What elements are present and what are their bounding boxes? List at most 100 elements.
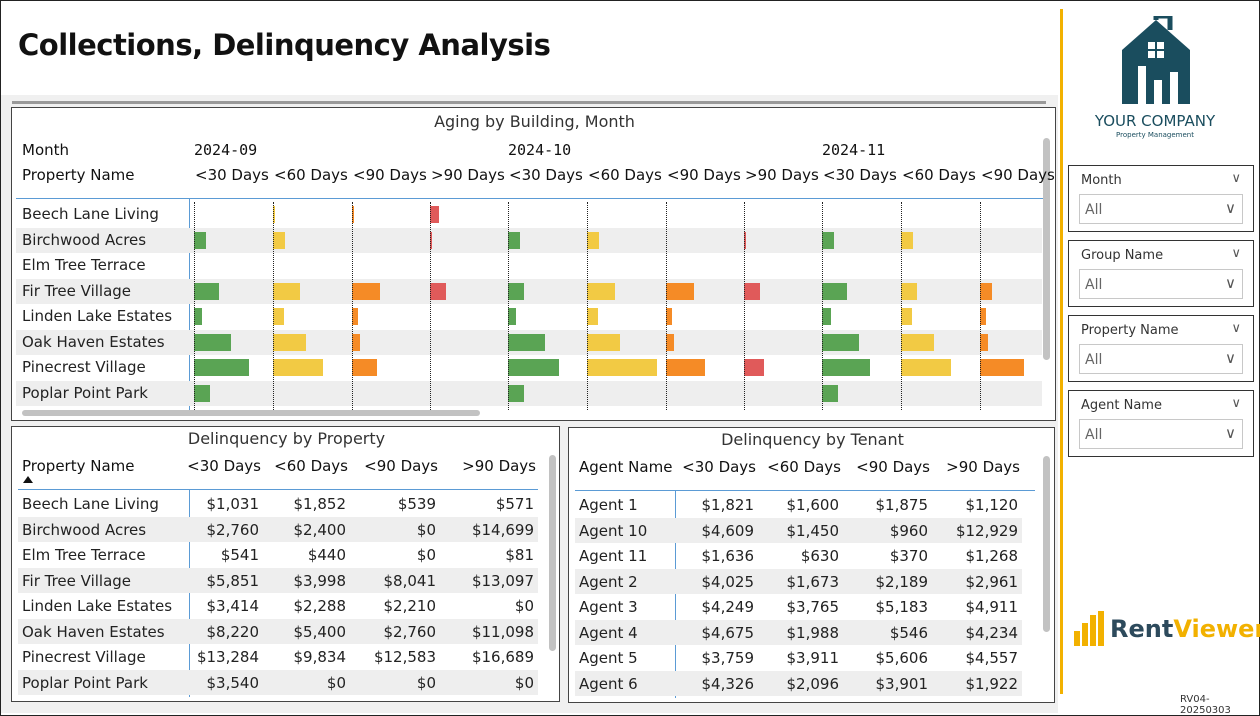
aging-bar[interactable] (822, 231, 834, 249)
aging-bar[interactable] (352, 308, 358, 325)
aging-row-label[interactable]: Fir Tree Village (22, 281, 132, 300)
aging-bar[interactable] (508, 384, 524, 402)
chevron-down-icon[interactable]: ∨ (1231, 321, 1241, 336)
delinquency-property-column-header[interactable]: >90 Days (462, 457, 536, 475)
group-name-slicer[interactable]: Group Name ∨ All ∨ (1068, 240, 1254, 307)
delinquency-tenant-row-label[interactable]: Agent 11 (579, 547, 648, 565)
aging-bar[interactable] (273, 308, 284, 325)
aging-bar[interactable] (508, 333, 545, 351)
aging-bar[interactable] (901, 333, 934, 351)
aging-bar[interactable] (273, 333, 306, 351)
aging-bar[interactable] (587, 231, 599, 249)
delinquency-property-column-header[interactable]: <30 Days (187, 457, 261, 475)
delinquency-property-row-label[interactable]: Pinecrest Village (22, 648, 146, 666)
aging-bar[interactable] (822, 282, 847, 300)
aging-bar[interactable] (430, 206, 439, 223)
aging-bar[interactable] (508, 308, 516, 325)
delinquency-tenant-column-header[interactable]: <30 Days (682, 458, 756, 476)
aging-bucket-header[interactable]: <90 Days (981, 166, 1055, 184)
aging-bar[interactable] (744, 231, 746, 249)
aging-bucket-header[interactable]: <30 Days (823, 166, 897, 184)
chevron-down-icon[interactable]: ∨ (1225, 199, 1236, 217)
property-name-slicer[interactable]: Property Name ∨ All ∨ (1068, 315, 1254, 382)
delinquency-by-property-table[interactable]: Delinquency by Property Property Name <30… (11, 426, 560, 702)
aging-bar[interactable] (980, 308, 986, 325)
aging-row-label[interactable]: Beech Lane Living (22, 205, 159, 223)
aging-row-label[interactable]: Linden Lake Estates (22, 307, 173, 325)
delinquency-tenant-column-header[interactable]: Agent Name (579, 458, 673, 476)
aging-bar[interactable] (744, 282, 760, 300)
chevron-down-icon[interactable]: ∨ (1231, 396, 1241, 411)
delinquency-property-row-label[interactable]: Oak Haven Estates (22, 622, 165, 641)
delinquency-property-row-label[interactable]: Birchwood Acres (22, 520, 147, 539)
delinquency-tenant-row-label[interactable]: Agent 2 (579, 572, 638, 591)
aging-bucket-header[interactable]: >90 Days (431, 166, 505, 184)
aging-bar[interactable] (666, 308, 672, 325)
aging-bar[interactable] (901, 231, 913, 249)
aging-bucket-header[interactable]: <60 Days (588, 166, 662, 184)
delinquency-property-row-label[interactable]: Beech Lane Living (22, 495, 159, 513)
aging-bucket-header[interactable]: <90 Days (353, 166, 427, 184)
aging-by-building-matrix[interactable]: Aging by Building, Month Month Property … (11, 107, 1056, 421)
aging-bar[interactable] (901, 359, 951, 376)
aging-row-label[interactable]: Poplar Point Park (22, 383, 148, 402)
aging-bar[interactable] (587, 308, 598, 325)
aging-bar[interactable] (273, 231, 285, 249)
aging-bar[interactable] (273, 206, 275, 223)
delinquency-tenant-row-label[interactable]: Agent 10 (579, 521, 648, 540)
aging-bar[interactable] (980, 359, 1024, 376)
chevron-down-icon[interactable]: ∨ (1225, 274, 1236, 292)
sort-ascending-icon[interactable] (23, 476, 33, 483)
aging-bar[interactable] (822, 333, 859, 351)
delinquency-property-column-header[interactable]: Property Name (22, 457, 135, 475)
delinquency-tenant-row-label[interactable]: Agent 5 (579, 649, 638, 667)
aging-bucket-header[interactable]: <90 Days (667, 166, 741, 184)
aging-bar[interactable] (980, 282, 992, 300)
aging-bar[interactable] (666, 282, 694, 300)
aging-vertical-scrollbar[interactable] (1043, 138, 1050, 360)
aging-bar[interactable] (430, 282, 446, 300)
month-dropdown[interactable]: All ∨ (1079, 194, 1243, 224)
aging-bar[interactable] (194, 282, 219, 300)
delinquency-tenant-column-header[interactable]: <90 Days (856, 458, 930, 476)
chevron-down-icon[interactable]: ∨ (1225, 424, 1236, 442)
aging-bar[interactable] (194, 384, 210, 402)
aging-bucket-header[interactable]: <30 Days (509, 166, 583, 184)
aging-bar[interactable] (194, 231, 206, 249)
delinquency-property-scrollbar[interactable] (549, 455, 556, 651)
delinquency-property-row-label[interactable]: Fir Tree Village (22, 571, 132, 590)
aging-bar[interactable] (352, 359, 377, 376)
aging-bar[interactable] (508, 282, 524, 300)
aging-bar[interactable] (194, 333, 231, 351)
delinquency-tenant-row-label[interactable]: Agent 6 (579, 674, 638, 693)
aging-bar[interactable] (666, 333, 674, 351)
chevron-down-icon[interactable]: ∨ (1231, 171, 1241, 186)
property-name-dropdown[interactable]: All ∨ (1079, 344, 1243, 374)
delinquency-tenant-row-label[interactable]: Agent 1 (579, 496, 638, 514)
delinquency-tenant-scrollbar[interactable] (1043, 456, 1050, 632)
agent-name-dropdown[interactable]: All ∨ (1079, 419, 1243, 449)
month-slicer[interactable]: Month ∨ All ∨ (1068, 165, 1254, 232)
aging-bar[interactable] (352, 282, 380, 300)
aging-bar[interactable] (822, 308, 831, 325)
aging-row-label[interactable]: Elm Tree Terrace (22, 256, 146, 274)
delinquency-property-row-label[interactable]: Elm Tree Terrace (22, 546, 146, 564)
aging-bar[interactable] (980, 333, 988, 351)
aging-bar[interactable] (822, 384, 838, 402)
delinquency-tenant-column-header[interactable]: <60 Days (767, 458, 841, 476)
agent-name-slicer[interactable]: Agent Name ∨ All ∨ (1068, 390, 1254, 457)
aging-bar[interactable] (273, 359, 323, 376)
aging-bar[interactable] (430, 231, 432, 249)
aging-bar[interactable] (587, 333, 620, 351)
aging-bar[interactable] (194, 359, 249, 376)
aging-bar[interactable] (273, 282, 300, 300)
delinquency-property-column-header[interactable]: <90 Days (364, 457, 438, 475)
delinquency-by-tenant-table[interactable]: Delinquency by Tenant Agent Name <30 Days… (568, 427, 1055, 703)
aging-bucket-header[interactable]: <30 Days (195, 166, 269, 184)
delinquency-property-column-header[interactable]: <60 Days (274, 457, 348, 475)
aging-bar[interactable] (352, 206, 354, 223)
aging-bar[interactable] (194, 308, 202, 325)
aging-bar[interactable] (901, 308, 912, 325)
delinquency-tenant-row-label[interactable]: Agent 4 (579, 623, 638, 642)
aging-row-label[interactable]: Oak Haven Estates (22, 332, 165, 351)
